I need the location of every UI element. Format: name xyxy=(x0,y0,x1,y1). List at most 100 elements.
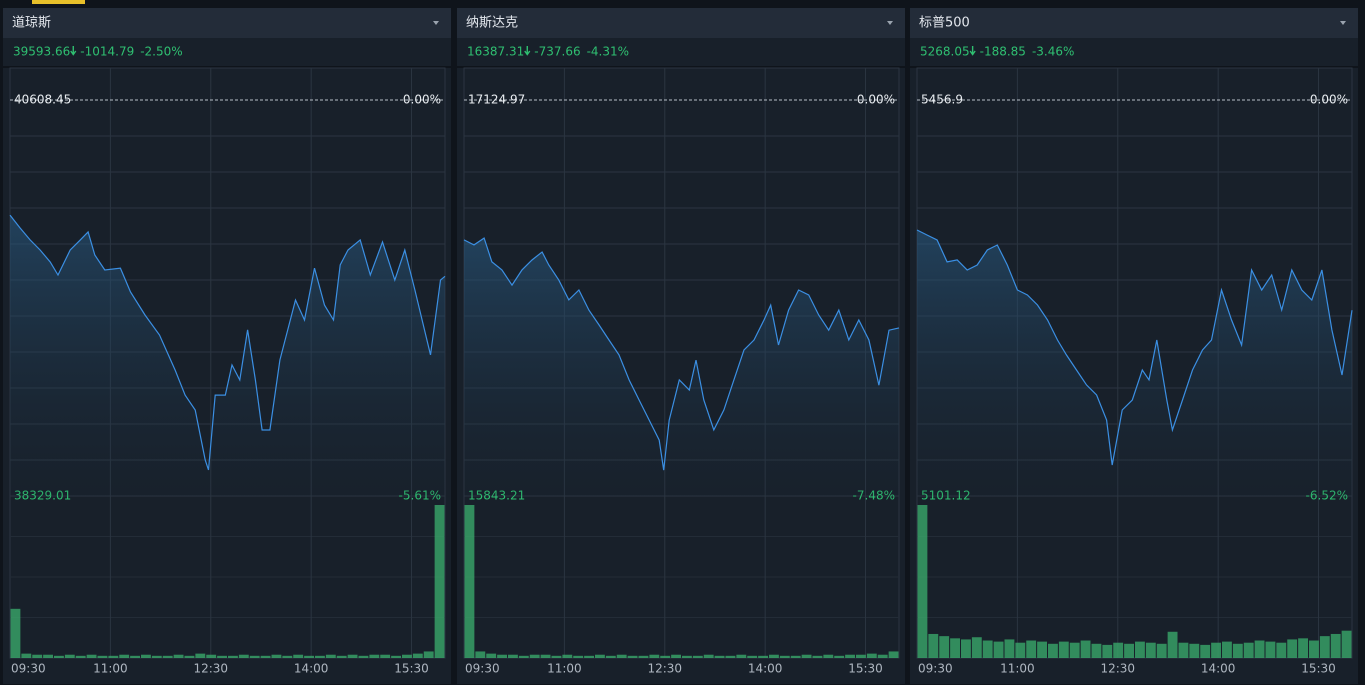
volume-bar xyxy=(464,505,475,658)
volume-bar xyxy=(660,655,671,658)
dropdown-toggle[interactable] xyxy=(433,21,439,25)
volume-bar xyxy=(151,655,162,658)
volume-bar xyxy=(86,654,97,658)
x-tick-label: 12:30 xyxy=(193,662,228,676)
volume-bar xyxy=(1145,642,1156,658)
volume-bar xyxy=(1004,639,1015,658)
volume-bar xyxy=(692,655,703,658)
volume-bar xyxy=(206,654,217,658)
volume-bar xyxy=(1124,643,1134,658)
volume-bar xyxy=(790,655,801,658)
quote-change: -1014.79 xyxy=(80,45,134,59)
volume-bar xyxy=(856,654,866,658)
volume-bar xyxy=(1254,640,1265,658)
volume-bar xyxy=(195,653,206,658)
volume-bar xyxy=(75,655,86,658)
quote-last: 16387.31 xyxy=(467,45,524,59)
x-tick-label: 14:00 xyxy=(1201,662,1236,676)
volume-bar xyxy=(1156,643,1167,658)
volume-bar xyxy=(391,655,401,658)
volume-bar xyxy=(518,655,529,658)
x-tick-label: 09:30 xyxy=(11,662,46,676)
volume-bar xyxy=(917,505,928,658)
panel-header xyxy=(457,8,905,38)
volume-bar xyxy=(1319,636,1330,658)
x-tick-label: 14:00 xyxy=(294,662,329,676)
volume-bar xyxy=(1330,633,1341,658)
volume-bar xyxy=(1276,642,1287,658)
volume-bar xyxy=(1178,642,1189,658)
volume-bar xyxy=(834,655,845,658)
volume-bar xyxy=(249,655,260,658)
volume-bar xyxy=(1200,644,1211,658)
dropdown-toggle[interactable] xyxy=(887,21,893,25)
volume-bar xyxy=(1048,643,1058,658)
quote-change: -737.66 xyxy=(534,45,580,59)
volume-bar xyxy=(1341,630,1352,658)
volume-bar xyxy=(21,653,32,658)
volume-bar xyxy=(1037,641,1047,658)
quote-change-pct: -4.31% xyxy=(587,45,629,59)
volume-bar xyxy=(573,655,584,658)
panel-header xyxy=(3,8,451,38)
x-tick-label: 15:30 xyxy=(1301,662,1336,676)
volume-bar xyxy=(347,654,358,658)
volume-bar xyxy=(43,654,53,658)
active-tab-indicator xyxy=(32,0,85,4)
volume-bar xyxy=(1189,643,1200,658)
dropdown-toggle[interactable] xyxy=(1340,21,1346,25)
volume-bar xyxy=(714,655,725,658)
y2-tick-label: 0.00% xyxy=(403,93,441,107)
index-panel: 纳斯达克 16387.31 -737.66 -4.31% 09:30 11:00 12:30… xyxy=(457,8,905,684)
volume-bar xyxy=(108,655,119,658)
volume-bar xyxy=(358,655,369,658)
volume-bar xyxy=(551,655,562,658)
volume-bar xyxy=(950,638,960,658)
volume-bar xyxy=(1015,642,1026,658)
x-tick-label: 09:30 xyxy=(465,662,500,676)
volume-bar xyxy=(228,655,238,658)
price-line xyxy=(463,237,900,471)
volume-bar xyxy=(336,655,347,658)
index-panel: 道琼斯 39593.66 -1014.79 -2.50% 09:30 11:00 12:30… xyxy=(3,8,451,684)
x-tick-label: 11:00 xyxy=(1000,662,1035,676)
volume-bar xyxy=(380,654,391,658)
volume-bar xyxy=(271,654,282,658)
volume-bar xyxy=(845,654,855,658)
volume-bar xyxy=(434,505,445,658)
volume-bar xyxy=(486,653,497,658)
volume-bar xyxy=(217,655,227,658)
volume-bar xyxy=(993,641,1004,658)
y-tick-label: 17124.97 xyxy=(468,93,525,107)
price-line xyxy=(9,214,446,471)
volume-bar xyxy=(605,655,616,658)
down-arrow-icon xyxy=(70,46,77,56)
volume-bar xyxy=(1298,638,1308,658)
quote-last: 39593.66 xyxy=(13,45,70,59)
volume-bar xyxy=(325,654,336,658)
down-arrow-icon xyxy=(969,46,976,56)
volume-bar xyxy=(1091,643,1102,658)
volume-bar xyxy=(649,654,660,658)
x-tick-label: 14:00 xyxy=(748,662,783,676)
volume-bar xyxy=(402,654,412,658)
volume-bar xyxy=(184,655,195,658)
quote-change-pct: -3.46% xyxy=(1032,45,1074,59)
quote-change-pct: -2.50% xyxy=(140,45,182,59)
volume-bar xyxy=(32,654,43,658)
index-panel: 标普500 5268.05 -188.85 -3.46% 09:30 11:00 12:30… xyxy=(910,8,1358,684)
volume-bar xyxy=(1211,642,1221,658)
x-tick-label: 09:30 xyxy=(918,662,953,676)
volume-bar xyxy=(595,654,605,658)
volume-bar xyxy=(293,654,304,658)
volume-bar xyxy=(1026,640,1037,658)
volume-bar xyxy=(97,655,108,658)
volume-bar xyxy=(1080,640,1091,658)
x-tick-label: 11:00 xyxy=(547,662,582,676)
volume-bar xyxy=(315,655,325,658)
volume-bar xyxy=(423,651,434,658)
volume-bar xyxy=(982,640,993,658)
volume-bar xyxy=(173,654,184,658)
quote-change: -188.85 xyxy=(980,45,1026,59)
volume-bar xyxy=(119,654,130,658)
